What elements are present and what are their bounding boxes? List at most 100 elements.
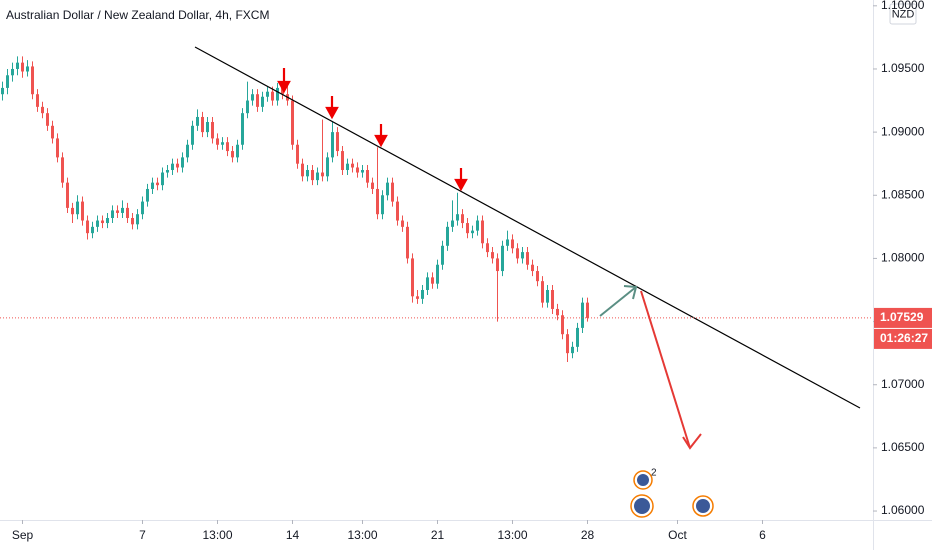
candle-body [431,277,434,284]
arrows-down [277,68,468,192]
candle-body [271,91,274,101]
candle-body [56,138,59,158]
y-tick-label: 1.08500 [881,187,925,201]
x-tick-label: 13:00 [347,528,377,542]
candle-body [401,220,404,227]
y-tick-label: 1.08000 [881,251,925,265]
plot-area [1,56,589,362]
candle-body [486,243,489,253]
y-tick-label: 1.10000 [881,0,925,12]
candle-body [421,289,424,299]
y-tick-label: 1.06500 [881,440,925,454]
candle-body [456,214,459,221]
arrow [640,290,691,449]
candle-body [571,346,574,354]
candle-body [516,248,519,259]
arrow-head [277,80,291,94]
x-tick-label: 14 [286,528,300,542]
candle-body [546,289,549,303]
candle-body [446,226,449,246]
event-count: 2 [651,468,657,479]
candle-body [21,62,24,72]
candle-body [436,264,439,284]
candle-body [381,195,384,215]
x-tick-label: 21 [431,528,445,542]
candle-body [536,271,539,282]
last-price-label: 1.07529 [880,310,924,324]
arrow-head [682,433,702,450]
currency-box[interactable] [889,3,917,25]
candle-body [206,122,209,133]
candle-body [241,113,244,145]
candle-body [476,220,479,231]
candle-body [481,220,484,244]
candle-body [511,239,514,249]
event-flag [637,474,649,486]
x-tick-label: Oct [668,528,687,542]
y-tick-label: 1.06000 [881,503,925,517]
candle-body [66,182,69,208]
candle-body [276,87,279,101]
candle-body [96,220,99,227]
candle-body [321,172,324,177]
candle-body [376,188,379,215]
candle-body [191,125,194,145]
candle-body [141,201,144,215]
candle-body [356,167,359,173]
candle-body [116,210,119,213]
candle-body [11,68,14,76]
event-flag [696,499,710,513]
candle-body [371,182,374,189]
events: 2 [630,468,714,518]
candle-body [416,296,419,299]
candle-body [26,66,29,72]
candle-body [391,182,394,202]
candle-body [186,144,189,158]
candle-body [176,163,179,168]
candle-body [16,62,19,69]
candle-body [111,210,114,219]
x-tick-label: 13:00 [202,528,232,542]
chart-title: Australian Dollar / New Zealand Dollar, … [6,8,269,22]
candle-body [451,220,454,227]
candle-body [501,245,504,272]
currency: NZD [892,8,915,20]
candle-body [256,94,259,107]
candle-body [41,106,44,114]
candle-body [531,264,534,272]
candle-body [506,239,509,246]
candle-body [156,182,159,186]
candle-body [576,327,579,347]
candle-body [491,252,494,259]
candle-body [306,170,309,177]
arrow-head [623,285,638,300]
candle-body [161,172,164,186]
y-tick-label: 1.07000 [881,377,925,391]
candle-body [326,157,329,177]
candle-body [131,218,134,225]
candle-body [121,207,124,213]
candle-body [316,172,319,181]
event-flag [634,498,650,514]
last-price-box [874,307,932,328]
candle-body [151,182,154,189]
x-tick-label: 28 [581,528,595,542]
candle-body [201,116,204,133]
candle-body [346,163,349,171]
candle-body [281,87,284,95]
candle-body [331,132,334,158]
countdown-box [874,328,932,349]
candle-body [126,207,129,219]
candle-body [581,302,584,328]
x-tick-label: 6 [759,528,766,542]
candle-body [136,214,139,225]
candle-body [211,122,214,139]
candle-body [61,157,64,183]
candle-body [81,201,84,221]
candle-body [296,144,299,164]
candle-body [336,132,339,152]
x-tick-label: 13:00 [497,528,527,542]
candle-body [461,214,464,224]
